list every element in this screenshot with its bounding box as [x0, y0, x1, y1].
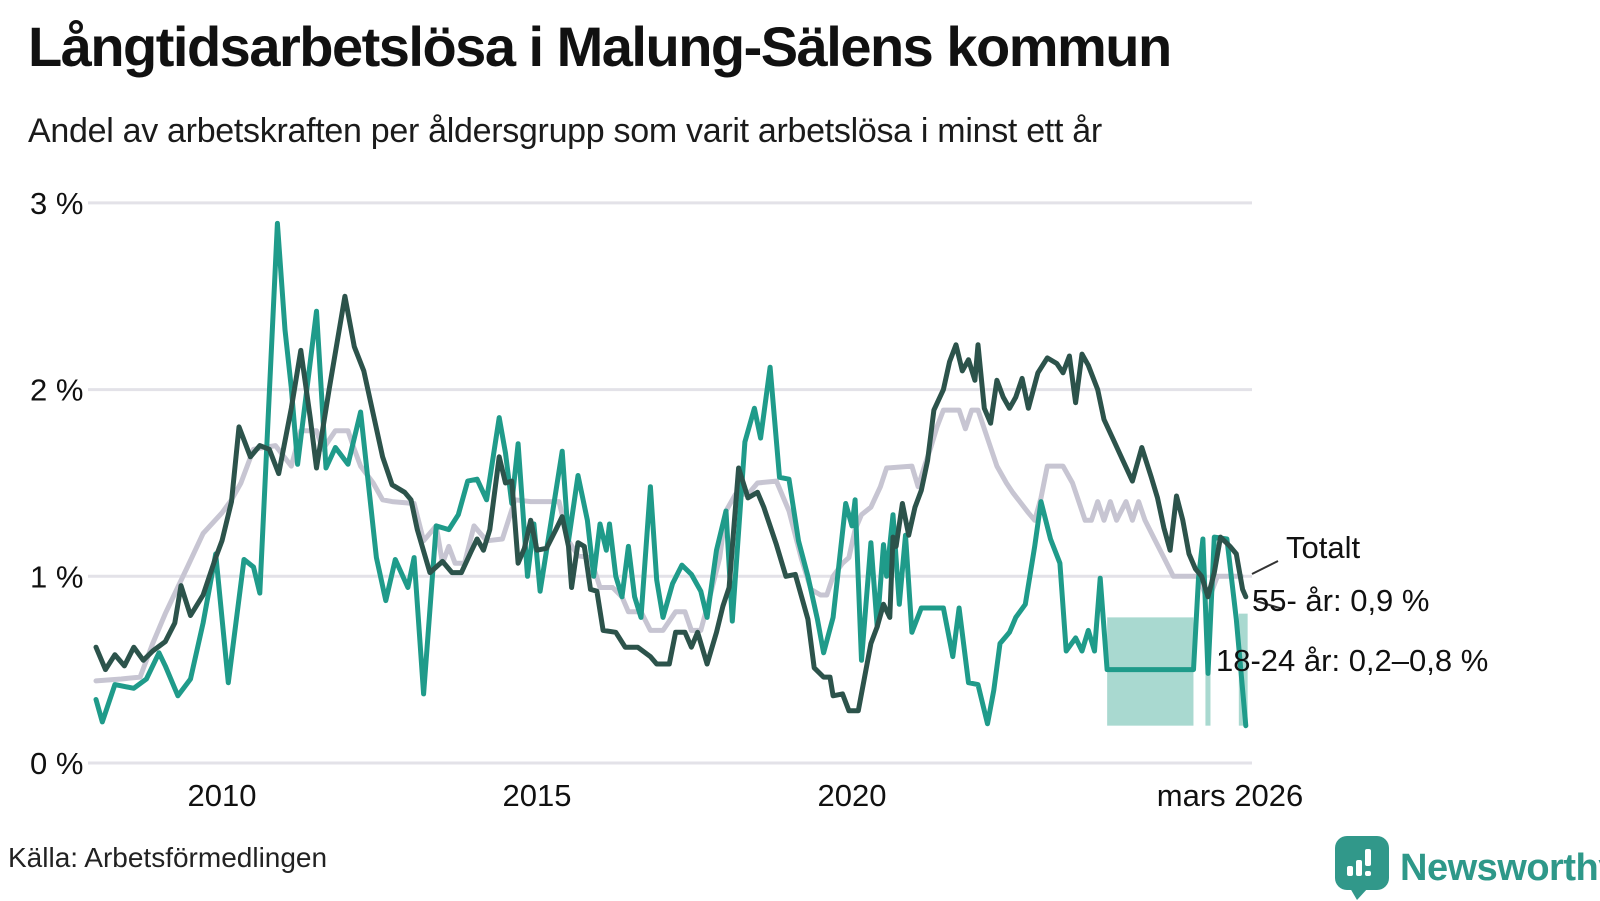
- y-axis-tick-label: 3 %: [30, 186, 83, 221]
- x-axis-tick-label: 2020: [818, 778, 887, 813]
- label-leader-line: [1251, 560, 1279, 575]
- x-axis-tick-label: 2010: [188, 778, 257, 813]
- series-line-18-24-r: [93, 220, 1249, 729]
- series-line-55-r: [93, 293, 1249, 714]
- uncertainty-band: [1205, 665, 1211, 726]
- series-end-label-55: 55- år: 0,9 %: [1252, 583, 1430, 618]
- newsworthy-speech-bubble-bars-icon: [1335, 836, 1389, 900]
- series-line-totalt: [93, 407, 1244, 684]
- y-axis-tick-label: 2 %: [30, 373, 83, 408]
- source-note: Källa: Arbetsförmedlingen: [8, 842, 328, 873]
- label-leader-line: [1255, 600, 1284, 610]
- chart-subtitle: Andel av arbetskraften per åldersgrupp s…: [28, 112, 1102, 150]
- series-end-label-totalt: Totalt: [1286, 530, 1361, 565]
- series-end-label-18-24: 18-24 år: 0,2–0,8 %: [1216, 643, 1489, 678]
- newsworthy-brand-name: Newsworthy: [1400, 846, 1600, 889]
- y-axis-tick-label: 0 %: [30, 746, 83, 781]
- chart-title: Långtidsarbetslösa i Malung-Sälens kommu…: [28, 15, 1172, 78]
- newsworthy-logo: Newsworthy: [1334, 835, 1600, 901]
- x-axis-tick-label: 2015: [503, 778, 572, 813]
- y-axis-tick-label: 1 %: [30, 559, 83, 594]
- chart-canvas: 3 % 2 % 1 % 0 % 2010 2015 2020 mars 2026: [30, 186, 1303, 813]
- x-axis-tick-label: mars 2026: [1157, 778, 1303, 813]
